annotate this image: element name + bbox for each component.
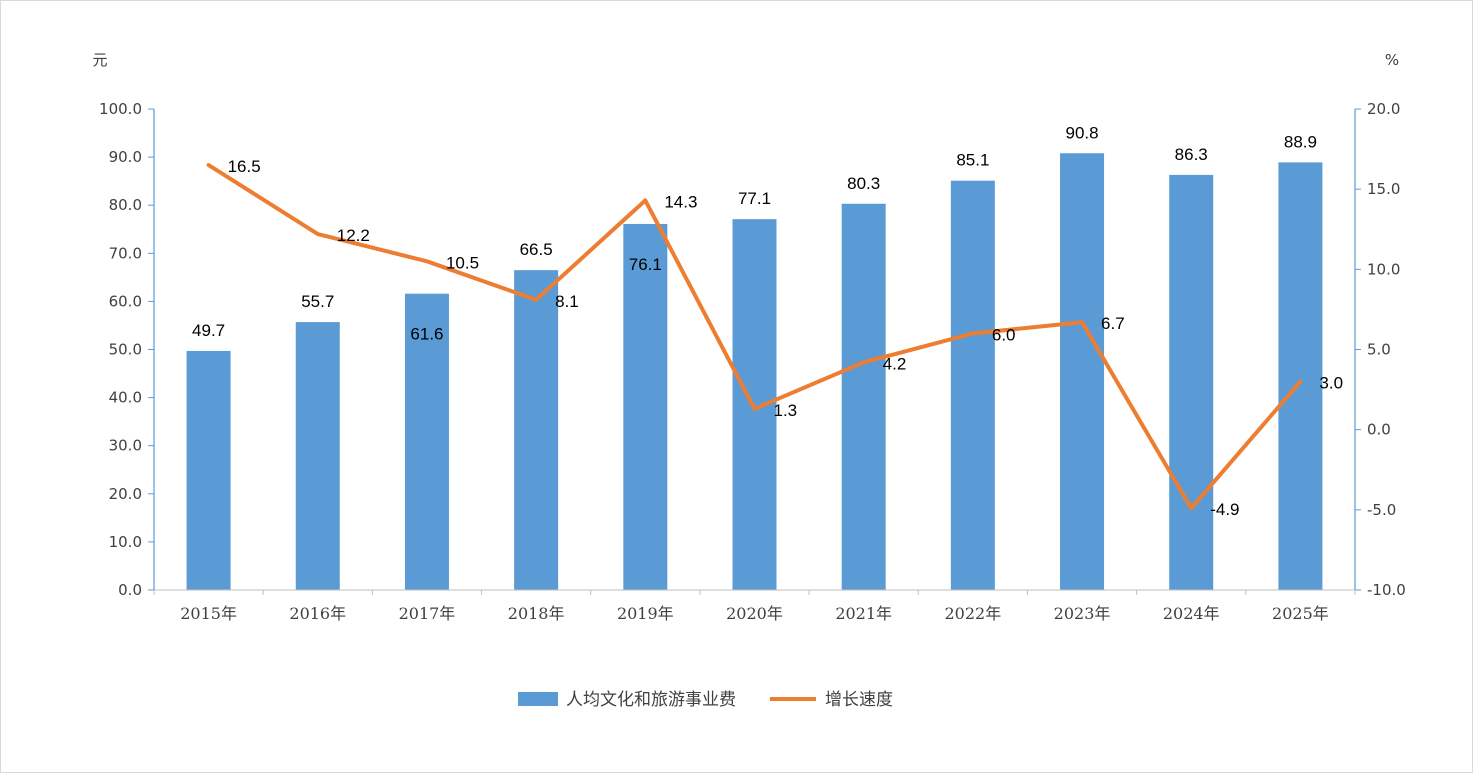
bar-data-label: 61.6 [410, 325, 443, 344]
bar-data-label: 66.5 [520, 240, 553, 259]
left-tick-label: 50.0 [109, 341, 142, 359]
left-tick-label: 90.0 [109, 148, 142, 166]
right-tick-label: 10.0 [1367, 260, 1400, 278]
x-tick-label: 2022年 [944, 604, 1001, 623]
growth-point [643, 198, 647, 202]
bar-data-label: 77.1 [738, 189, 771, 208]
bar [1169, 174, 1214, 590]
right-tick-label: -5.0 [1367, 501, 1396, 519]
bar [1060, 153, 1105, 590]
left-tick-label: 80.0 [109, 196, 142, 214]
left-tick-label: 70.0 [109, 244, 142, 262]
left-tick-label: 100.0 [99, 100, 142, 118]
bar-data-label: 85.1 [956, 151, 989, 170]
x-tick-label: 2017年 [399, 604, 456, 623]
line-data-label: 1.3 [774, 401, 798, 420]
bar-data-label: 88.9 [1284, 132, 1317, 151]
bar [1278, 162, 1323, 591]
legend-label-bar: 人均文化和旅游事业费 [566, 690, 736, 710]
axes-layer: 0.0 10.0 20.0 30.0 40.0 50.0 60.0 70.0 80.0 90.0 1… [99, 100, 1406, 623]
bar-data-label: 76.1 [629, 255, 662, 274]
bar [295, 322, 340, 590]
line-layer [206, 163, 1303, 511]
line-data-label: 12.2 [337, 226, 370, 245]
growth-point [862, 360, 866, 364]
bar [404, 293, 449, 590]
growth-point [316, 232, 320, 236]
right-tick-label: 20.0 [1367, 100, 1400, 118]
growth-point [425, 259, 429, 263]
growth-point [1189, 506, 1193, 510]
line-data-label: -4.9 [1210, 500, 1239, 519]
growth-point [971, 331, 975, 335]
right-tick-label: -10.0 [1367, 581, 1406, 599]
bar [950, 180, 995, 590]
right-tick-label: 15.0 [1367, 180, 1400, 198]
left-tick-label: 10.0 [109, 533, 142, 551]
growth-point [1298, 380, 1302, 384]
line-data-label: 6.7 [1101, 314, 1125, 333]
line-data-label: 6.0 [992, 325, 1016, 344]
bar [623, 223, 668, 591]
line-data-label: 10.5 [446, 253, 479, 272]
right-tick-label: 5.0 [1367, 341, 1391, 359]
bar [841, 203, 886, 590]
bar-data-label: 80.3 [847, 174, 880, 193]
x-tick-label: 2024年 [1163, 604, 1220, 623]
line-data-label: 3.0 [1319, 374, 1343, 393]
bar-data-label: 49.7 [192, 321, 225, 340]
bar [186, 350, 231, 590]
x-tick-label: 2025年 [1272, 604, 1329, 623]
labels-layer: 49.7 55.7 61.6 66.5 76.1 77.1 80.3 85.1 90.8 86.3… [192, 123, 1343, 519]
bar-data-label: 86.3 [1175, 145, 1208, 164]
line-data-label: 4.2 [883, 354, 907, 373]
legend-label-line: 增长速度 [825, 690, 893, 710]
legend-swatch-bar [518, 692, 558, 706]
line-data-label: 16.5 [228, 157, 261, 176]
growth-point [207, 163, 211, 167]
left-axis-unit: 元 [92, 51, 107, 69]
left-tick-label: 60.0 [109, 292, 142, 310]
x-tick-label: 2015年 [180, 604, 237, 623]
line-data-label: 8.1 [555, 292, 579, 311]
bar-data-label: 55.7 [301, 292, 334, 311]
growth-point [1080, 320, 1084, 324]
left-tick-label: 40.0 [109, 389, 142, 407]
growth-point [534, 298, 538, 302]
right-axis-unit: % [1385, 51, 1399, 69]
growth-point [753, 407, 756, 411]
x-tick-label: 2018年 [508, 604, 565, 623]
x-tick-label: 2021年 [835, 604, 892, 623]
bar [514, 270, 559, 590]
bar-data-label: 90.8 [1065, 123, 1098, 142]
right-tick-label: 0.0 [1367, 421, 1391, 439]
left-tick-label: 30.0 [109, 437, 142, 455]
x-tick-label: 2016年 [289, 604, 346, 623]
left-tick-label: 0.0 [118, 581, 142, 599]
legend: 人均文化和旅游事业费 增长速度 [518, 690, 893, 710]
x-tick-label: 2019年 [617, 604, 674, 623]
bars-layer [186, 153, 1323, 591]
x-tick-label: 2020年 [726, 604, 783, 623]
line-data-label: 14.3 [664, 192, 697, 211]
x-tick-label: 2023年 [1054, 604, 1111, 623]
left-tick-label: 20.0 [109, 485, 142, 503]
